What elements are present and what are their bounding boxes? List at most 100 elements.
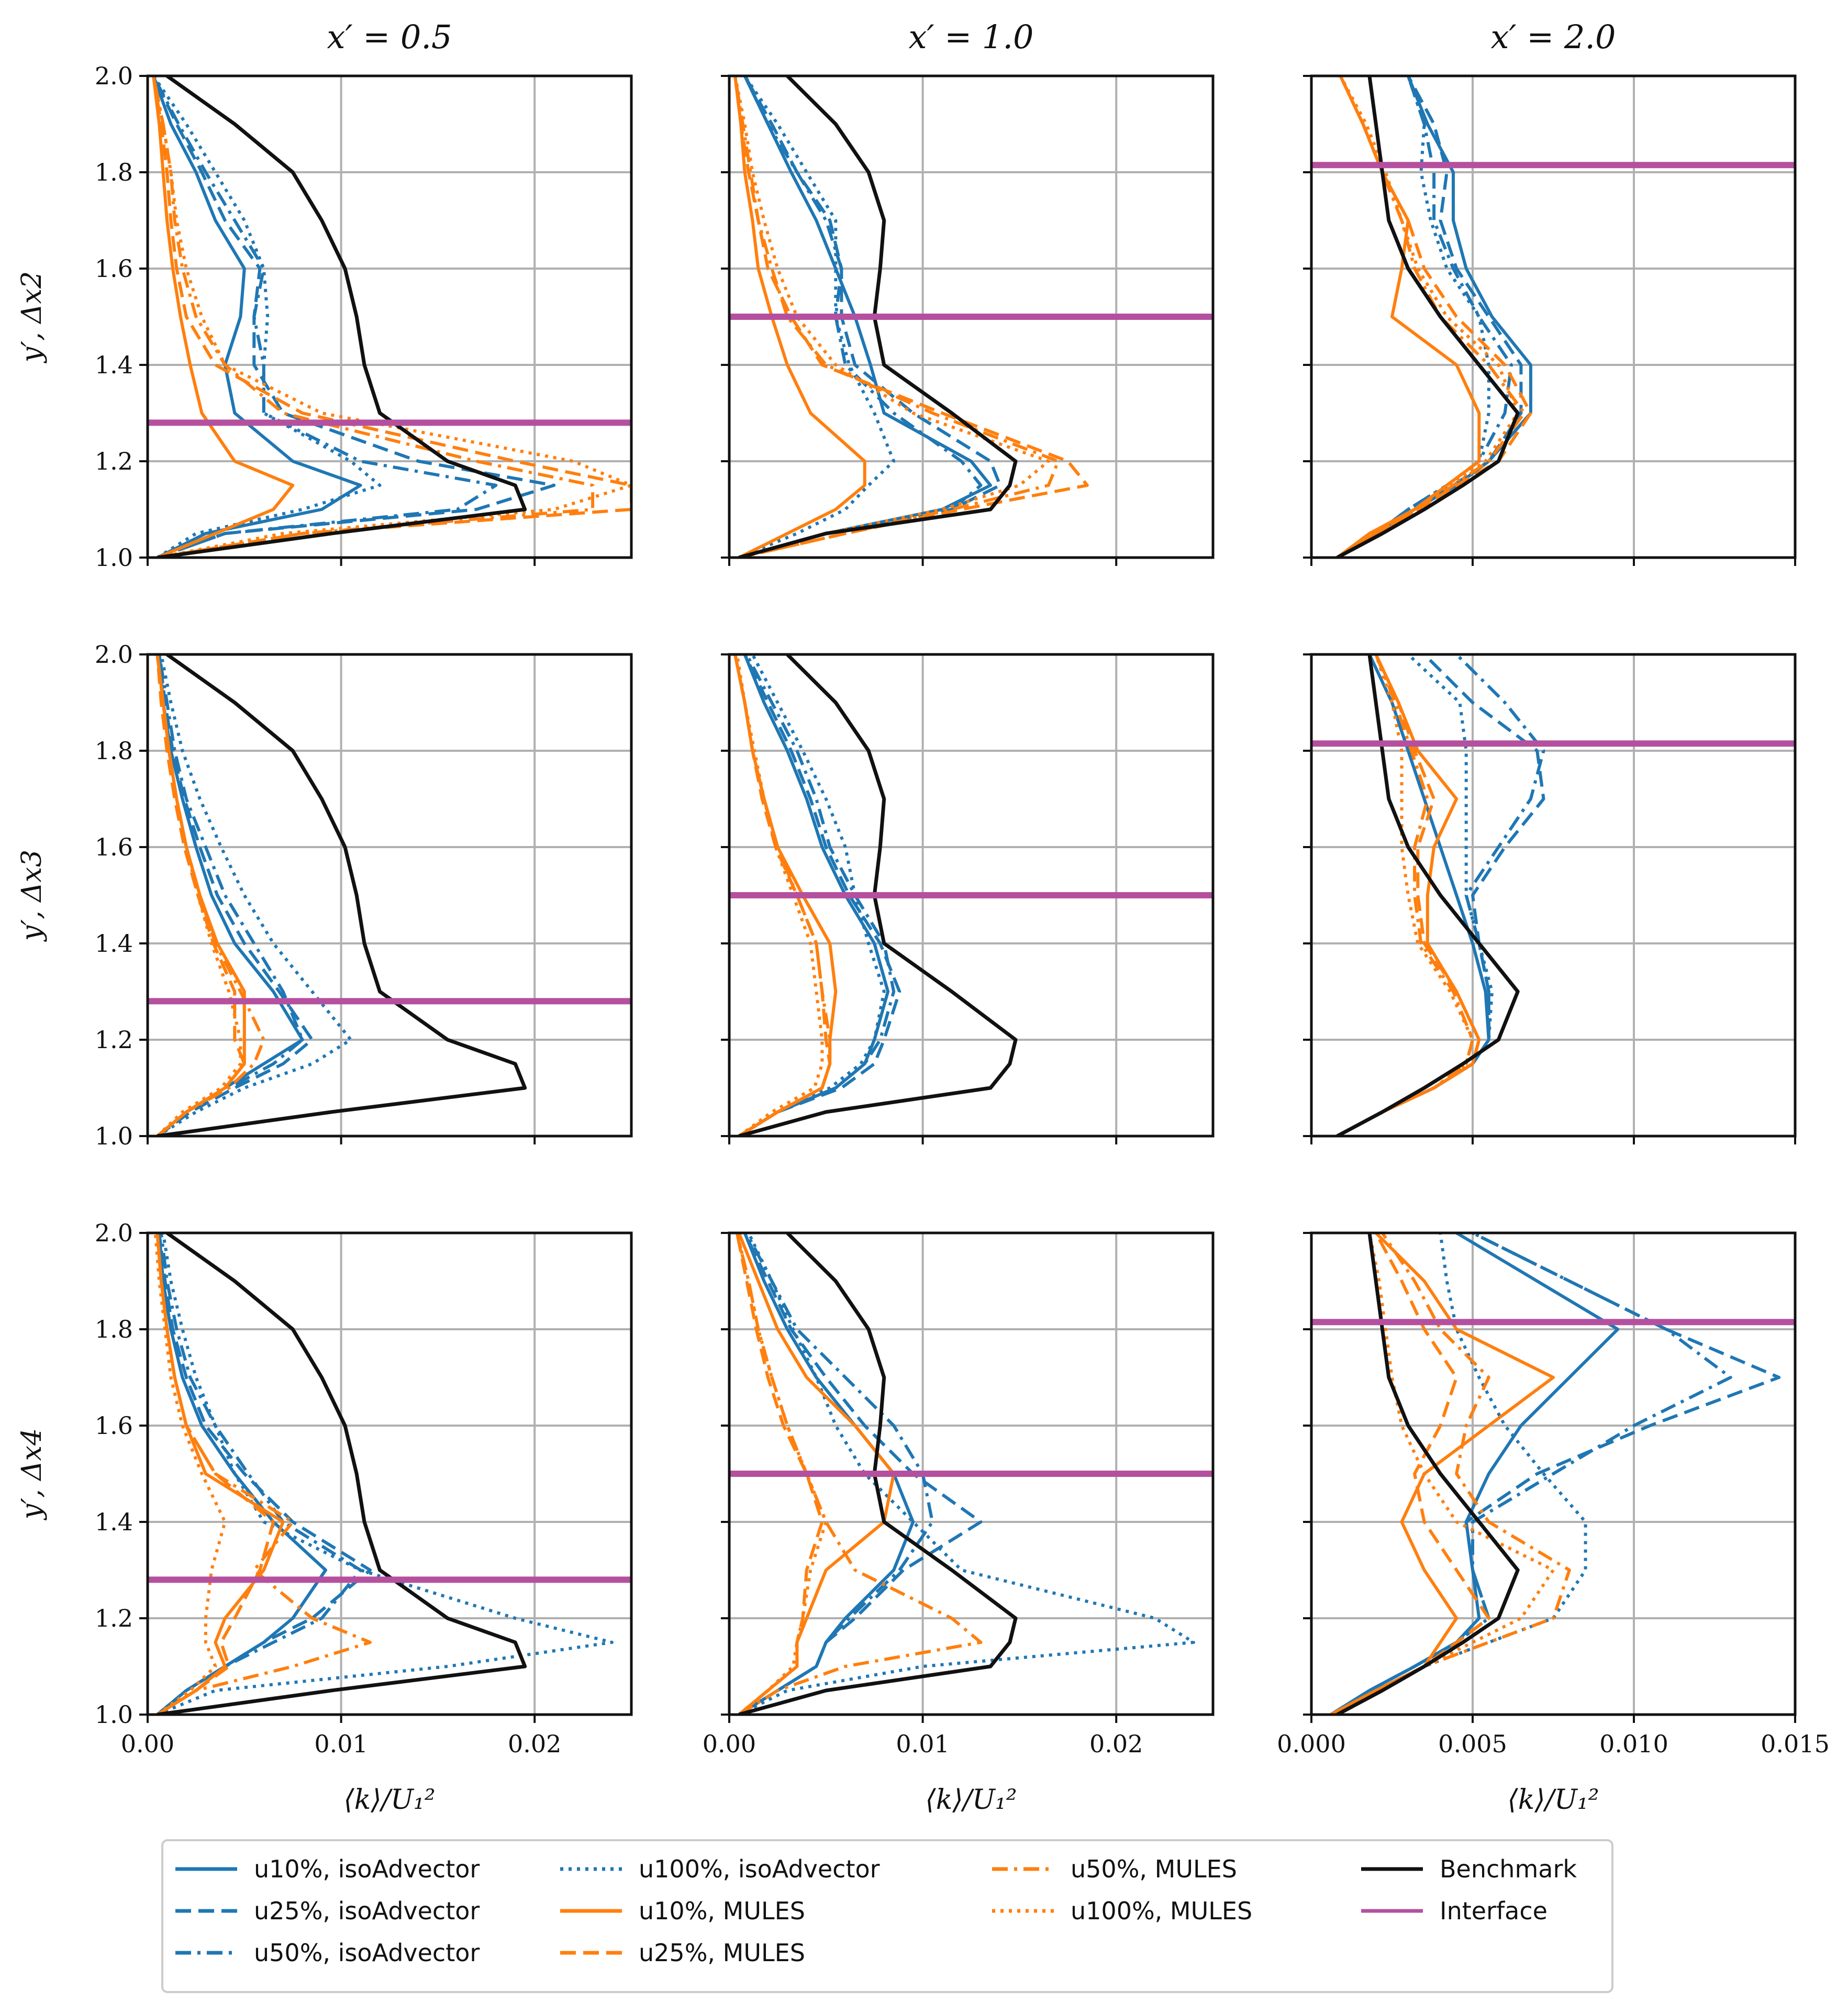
series-line [738,654,886,1136]
panel: 0.000 0.005 0.010 0.015 [1277,1231,1830,1758]
series-line [1336,76,1532,558]
x-axis-label: ⟨k⟩/U₁² [343,1784,435,1816]
series-line [155,654,242,1136]
series-line [738,76,992,558]
benchmark-line [1336,654,1520,1136]
legend-label: u25%, MULES [639,1939,805,1967]
series-line [1336,76,1523,558]
series-line [153,1233,227,1715]
panel-frame [146,74,633,559]
series-line [152,76,498,558]
column-title: x′ = 1.0 [908,18,1033,56]
panel-frame [728,74,1215,559]
benchmark-line [738,76,1018,558]
plot-area [729,654,1213,1136]
panel-frame [1310,653,1797,1138]
y-tick-label: 1.4 [95,351,133,379]
y-tick-label: 1.4 [95,1508,133,1536]
plot-area [729,1233,1213,1715]
series-line [155,654,246,1136]
y-tick-label: 1.6 [95,1411,133,1440]
x-tick-label: 0.01 [896,1730,949,1758]
y-tick-label: 1.8 [95,1315,133,1343]
series-line [733,76,866,558]
series-line [1336,654,1474,1136]
benchmark-line [738,654,1018,1136]
legend-label: Interface [1440,1897,1548,1925]
row-ylabel: y′, Δx4 [16,1428,48,1520]
series-line [152,76,631,558]
plot-area [729,76,1213,558]
series-line [738,76,983,558]
row-ylabel: y′, Δx2 [16,271,48,363]
x-tick-label: 0.00 [121,1730,174,1758]
panel [1303,74,1797,566]
x-tick-label: 0.005 [1438,1730,1507,1758]
series-line [733,76,1050,558]
series-line [738,654,901,1136]
series-line [1336,76,1520,558]
legend-label: Benchmark [1440,1855,1577,1883]
panel: 1.0 1.2 1.4 1.6 1.8 2.0 0.00 0.01 0.02 [95,1219,633,1758]
series-line [157,1233,614,1715]
plot-area [1311,76,1795,558]
y-tick-label: 1.8 [95,158,133,186]
series-line [738,1233,1195,1715]
series-line [735,1233,983,1715]
y-tick-label: 1.4 [95,929,133,958]
x-axis-label: ⟨k⟩/U₁² [1507,1784,1599,1816]
legend-label: u50%, isoAdvector [254,1939,480,1967]
series-line [156,654,314,1136]
plot-area [1311,654,1795,1136]
y-tick-label: 1.0 [95,543,133,572]
panel-frame [146,1231,633,1716]
y-tick-label: 1.0 [95,1122,133,1150]
series-line [156,1233,362,1715]
series-line [1330,1233,1732,1715]
plot-area [148,1233,631,1715]
benchmark-line [738,1233,1018,1715]
series-line [1336,76,1532,558]
y-tick-label: 1.6 [95,833,133,861]
legend-frame [161,1839,1613,1993]
plot-area [1311,1233,1795,1715]
x-axis-label: ⟨k⟩/U₁² [925,1784,1017,1816]
benchmark-line [157,1233,527,1715]
y-tick-label: 1.2 [95,1026,133,1054]
series-line [738,1233,915,1715]
series-line [738,1233,983,1715]
series-line [1330,1233,1555,1715]
x-tick-label: 0.015 [1761,1730,1830,1758]
column-title: x′ = 0.5 [327,18,452,56]
series-line [1336,654,1481,1136]
legend-label: u10%, isoAdvector [254,1855,480,1883]
benchmark-line [157,76,527,558]
x-tick-label: 0.01 [314,1730,368,1758]
benchmark-line [1336,76,1520,558]
panel [721,653,1215,1144]
series-line [735,1233,824,1715]
y-tick-label: 1.2 [95,447,133,475]
x-tick-label: 0.02 [1089,1730,1143,1758]
legend: u10%, isoAdvector u25%, isoAdvector u50%, … [161,1839,1613,1993]
y-tick-label: 2.0 [95,1219,133,1247]
series-line [152,76,382,558]
series-line [735,654,824,1136]
y-tick-label: 1.2 [95,1604,133,1632]
series-line [733,76,1089,558]
series-line [152,76,595,558]
panel: 1.0 1.2 1.4 1.6 1.8 2.0 [95,640,633,1150]
y-tick-label: 2.0 [95,640,133,669]
panel [721,74,1215,566]
series-line [152,76,631,558]
benchmark-line [157,654,527,1136]
plot-area [148,654,631,1136]
panel: 1.0 1.2 1.4 1.6 1.8 2.0 [95,62,633,572]
y-tick-label: 1.0 [95,1700,133,1729]
legend-label: u100%, isoAdvector [639,1855,880,1883]
x-tick-label: 0.02 [508,1730,561,1758]
panel-frame [728,653,1215,1138]
series-line [156,1233,327,1715]
series-line [155,1233,372,1715]
